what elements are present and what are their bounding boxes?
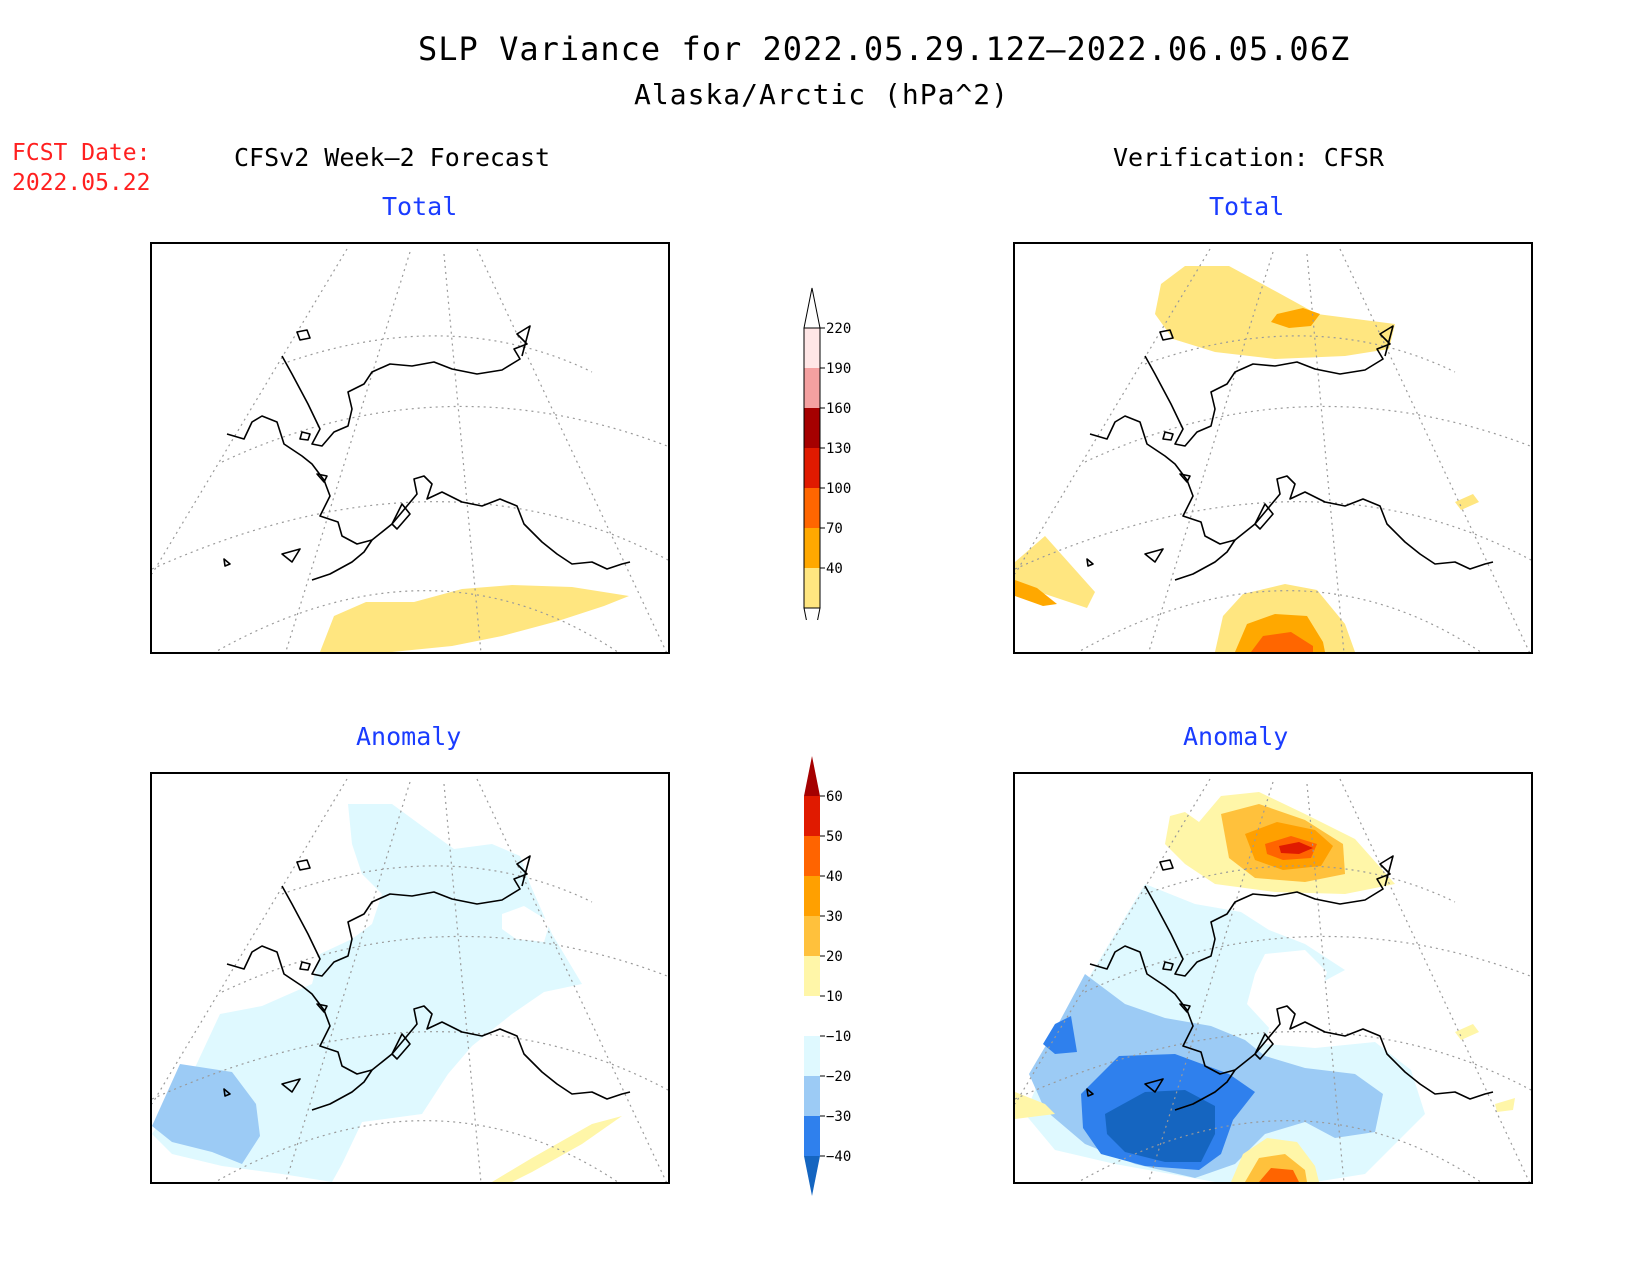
colorbar-tick-label: 130 [826,441,851,457]
colorbar-tick-label: 40 [826,561,843,577]
colorbar-segment [804,1116,820,1156]
colorbar-segment [804,528,820,568]
graticule [152,778,668,1182]
verification-anomaly-map [1013,772,1533,1184]
verification-total-map [1013,242,1533,654]
colorbar-segment [804,1076,820,1116]
forecast-total-label: Total [382,192,458,221]
colorbar-segment [804,916,820,956]
forecast-anomaly-map [150,772,670,1184]
colorbar-bottom-triangle [803,607,821,649]
forecast-date-label: FCST Date: [12,140,151,166]
colorbar-tick-label: 70 [826,521,843,537]
forecast-date-value: 2022.05.22 [12,170,151,196]
colorbar-tick-label: −20 [826,1069,851,1085]
colorbar-segment [804,836,820,876]
total-colorbar: 40 70 100 130 160 190 220 [790,280,880,649]
coastline [1086,855,1494,1111]
colorbar-tick-label: 50 [826,829,843,845]
colorbar-segment [804,408,820,448]
colorbar-tick-label: −30 [826,1109,851,1125]
verification-anomaly-shading [1015,792,1515,1182]
colorbar-segment [804,488,820,528]
forecast-anomaly-label: Anomaly [356,722,462,751]
chart-title: SLP Variance for 2022.05.29.12Z–2022.06.… [418,30,1351,68]
colorbar-top-triangle [803,287,821,329]
colorbar-segment [804,796,820,836]
colorbar-segment [804,996,820,1036]
verification-column-heading: Verification: CFSR [1113,143,1384,172]
colorbar-bottom-triangle [804,1156,820,1196]
colorbar-top-triangle [804,756,820,796]
colorbar-tick-label: 20 [826,949,843,965]
colorbar-tick-label: −40 [826,1149,851,1165]
colorbar-segment [804,368,820,408]
colorbar-tick-label: 40 [826,869,843,885]
colorbar-segment [804,568,820,608]
colorbar-segment [804,448,820,488]
forecast-total-map [150,242,670,654]
colorbar-segment [804,876,820,916]
colorbar-tick-label: 190 [826,361,851,377]
colorbar-tick-label: −10 [826,1029,851,1045]
verification-anomaly-label: Anomaly [1183,722,1289,751]
forecast-column-heading: CFSv2 Week–2 Forecast [234,143,551,172]
graticule [152,248,668,652]
colorbar-segment [804,328,820,368]
colorbar-tick-label: 10 [826,989,843,1005]
verification-total-label: Total [1209,192,1285,221]
graticule [1015,248,1531,652]
forecast-total-shading [320,585,629,652]
coastline [1086,325,1494,581]
coastline [223,855,631,1111]
colorbar-tick-label: 160 [826,401,851,417]
colorbar-segment [804,1036,820,1076]
anomaly-colorbar: −40 −30 −20 −10 10 20 30 40 50 60 [790,752,880,1210]
colorbar-tick-label: 220 [826,321,851,337]
forecast-anomaly-shading [152,804,622,1182]
chart-subtitle: Alaska/Arctic (hPa^2) [634,78,1010,111]
coastline [223,325,631,581]
colorbar-tick-label: 60 [826,789,843,805]
verification-total-shading [1015,266,1479,652]
colorbar-segment [804,956,820,996]
colorbar-tick-label: 100 [826,481,851,497]
colorbar-tick-label: 30 [826,909,843,925]
graticule [1015,778,1531,1182]
